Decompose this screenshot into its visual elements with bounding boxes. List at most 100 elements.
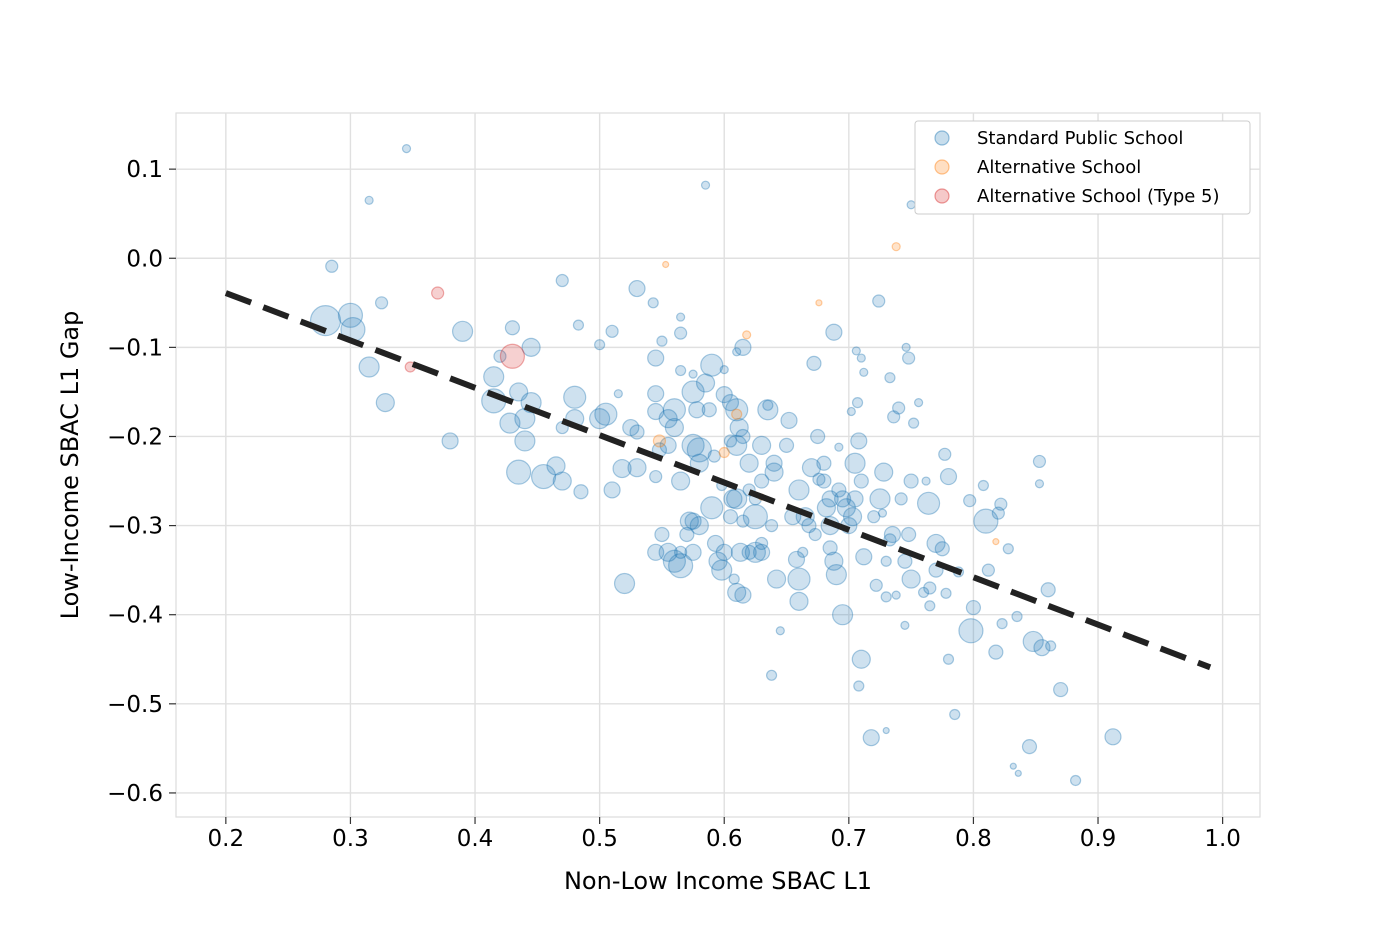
point-standard-public-school: [816, 498, 837, 518]
point-standard-public-school: [514, 430, 536, 452]
legend-label-alternative-school-type-5: Alternative School (Type 5): [977, 186, 1220, 207]
point-alternative-school: [992, 538, 1000, 546]
point-standard-public-school: [594, 402, 618, 426]
point-standard-public-school: [859, 367, 869, 377]
point-standard-public-school: [856, 353, 866, 363]
x-tick-label: 0.8: [955, 826, 992, 852]
point-standard-public-school: [977, 479, 989, 492]
point-standard-public-school: [573, 484, 589, 500]
point-standard-public-school: [844, 452, 866, 474]
point-standard-public-school: [923, 581, 937, 595]
point-standard-public-school: [612, 458, 632, 479]
point-standard-public-school: [981, 563, 995, 577]
point-standard-public-school: [1032, 454, 1047, 469]
point-standard-public-school: [862, 729, 880, 747]
point-standard-public-school: [681, 433, 705, 457]
point-standard-public-school: [891, 590, 901, 600]
point-standard-public-school: [787, 567, 811, 591]
point-standard-public-school: [662, 398, 686, 422]
point-standard-public-school: [825, 564, 847, 586]
point-standard-public-school: [676, 312, 686, 322]
point-standard-public-school: [831, 604, 854, 626]
point-standard-public-school: [901, 569, 921, 589]
point-standard-public-school: [700, 180, 711, 190]
point-standard-public-school: [659, 436, 677, 454]
point-standard-public-school: [725, 398, 749, 422]
point-alternative-school: [742, 330, 752, 340]
point-standard-public-school: [684, 543, 702, 561]
point-standard-public-school: [649, 469, 663, 484]
point-standard-public-school: [656, 335, 668, 347]
point-standard-public-school: [834, 442, 844, 452]
point-standard-public-school: [325, 259, 339, 273]
point-standard-public-school: [833, 490, 852, 508]
point-standard-public-school: [735, 428, 751, 445]
point-standard-public-school: [552, 471, 572, 491]
point-standard-public-school: [788, 479, 810, 501]
point-standard-public-school: [628, 279, 646, 298]
point-standard-public-school: [926, 533, 946, 554]
point-standard-public-school: [780, 411, 798, 430]
point-standard-public-school: [504, 320, 521, 336]
point-standard-public-school: [938, 447, 952, 461]
y-tick-label: −0.3: [107, 514, 163, 540]
legend-box: [914, 120, 1251, 215]
x-tick-label: 0.6: [706, 826, 743, 852]
point-standard-public-school: [715, 386, 733, 404]
point-standard-public-school: [647, 402, 665, 421]
y-tick-label: 0.1: [126, 157, 163, 183]
point-standard-public-school: [483, 366, 505, 388]
point-standard-public-school: [887, 410, 901, 424]
point-standard-public-school: [842, 507, 863, 527]
point-standard-public-school: [914, 398, 924, 408]
point-standard-public-school: [754, 473, 770, 489]
point-standard-public-school: [846, 490, 864, 508]
point-standard-public-school: [441, 432, 459, 450]
point-standard-public-school: [810, 428, 826, 445]
point-standard-public-school: [963, 494, 977, 508]
point-standard-public-school: [846, 406, 856, 417]
point-standard-public-school: [996, 618, 1008, 630]
point-standard-public-school: [821, 490, 839, 508]
point-standard-public-school: [787, 550, 806, 569]
point-standard-public-school: [688, 369, 698, 379]
point-standard-public-school: [658, 542, 678, 562]
x-tick-label: 0.7: [831, 826, 868, 852]
x-tick-label: 1.0: [1204, 826, 1241, 852]
point-standard-public-school: [766, 569, 787, 589]
point-standard-public-school: [1069, 774, 1082, 787]
point-standard-public-school: [734, 338, 752, 356]
point-standard-public-school: [882, 726, 890, 735]
x-tick-label: 0.9: [1080, 826, 1117, 852]
point-standard-public-school: [874, 462, 894, 482]
point-standard-public-school: [375, 393, 395, 413]
point-standard-public-school: [1014, 769, 1022, 777]
point-standard-public-school: [668, 553, 694, 579]
point-standard-public-school: [374, 296, 389, 310]
tick-labels: 0.2 0.3 0.4 0.5 0.6 0.7 0.8 0.9 1.0 0.1 0.0 −0.1 −0.…: [107, 157, 1241, 852]
point-standard-public-school: [778, 437, 795, 453]
point-standard-public-school: [901, 342, 911, 352]
point-standard-public-school: [700, 496, 724, 520]
point-standard-public-school: [1045, 640, 1057, 652]
point-alternative-school: [731, 408, 743, 420]
x-tick-label: 0.2: [208, 826, 245, 852]
point-standard-public-school: [689, 515, 709, 536]
point-standard-public-school: [707, 449, 721, 463]
point-standard-public-school: [674, 545, 688, 559]
point-standard-public-school: [755, 536, 769, 551]
point-standard-public-school: [364, 195, 374, 205]
point-standard-public-school: [739, 453, 759, 473]
point-standard-public-school: [1034, 479, 1045, 489]
point-standard-public-school: [884, 372, 896, 384]
point-standard-public-school: [521, 337, 541, 357]
point-standard-public-school: [836, 498, 856, 518]
point-standard-public-school: [700, 353, 724, 377]
x-tick-label: 0.4: [457, 826, 494, 852]
point-standard-public-school: [451, 320, 474, 342]
point-standard-public-school: [851, 346, 861, 356]
point-standard-public-school: [706, 534, 725, 553]
point-standard-public-school: [903, 473, 919, 489]
point-standard-public-school: [732, 347, 742, 357]
y-tick-label: −0.6: [107, 781, 163, 807]
